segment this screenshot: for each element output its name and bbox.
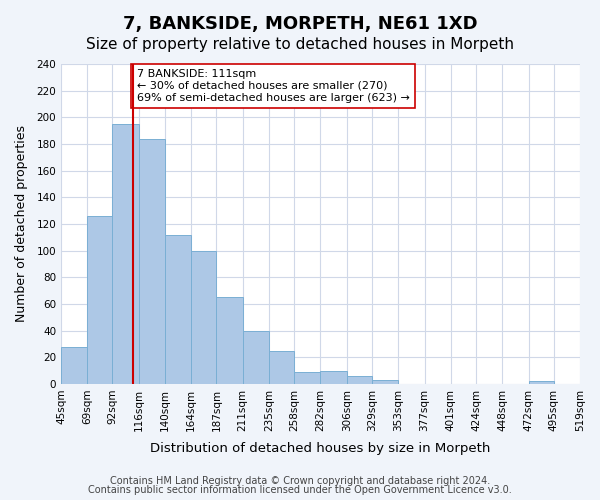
Bar xyxy=(112,124,139,384)
Bar xyxy=(165,234,191,384)
Bar xyxy=(139,138,165,384)
Text: Size of property relative to detached houses in Morpeth: Size of property relative to detached ho… xyxy=(86,38,514,52)
Bar xyxy=(320,370,347,384)
Text: Contains public sector information licensed under the Open Government Licence v3: Contains public sector information licen… xyxy=(88,485,512,495)
Bar xyxy=(269,350,294,384)
Bar xyxy=(61,346,87,384)
Bar xyxy=(191,250,217,384)
Bar xyxy=(529,381,554,384)
Bar xyxy=(87,216,112,384)
Bar xyxy=(217,298,243,384)
Text: Contains HM Land Registry data © Crown copyright and database right 2024.: Contains HM Land Registry data © Crown c… xyxy=(110,476,490,486)
Bar xyxy=(347,376,372,384)
X-axis label: Distribution of detached houses by size in Morpeth: Distribution of detached houses by size … xyxy=(150,442,491,455)
Y-axis label: Number of detached properties: Number of detached properties xyxy=(15,126,28,322)
Text: 7, BANKSIDE, MORPETH, NE61 1XD: 7, BANKSIDE, MORPETH, NE61 1XD xyxy=(122,15,478,33)
Bar xyxy=(372,380,398,384)
Text: 7 BANKSIDE: 111sqm
← 30% of detached houses are smaller (270)
69% of semi-detach: 7 BANKSIDE: 111sqm ← 30% of detached hou… xyxy=(137,70,409,102)
Bar xyxy=(243,330,269,384)
Bar xyxy=(294,372,320,384)
